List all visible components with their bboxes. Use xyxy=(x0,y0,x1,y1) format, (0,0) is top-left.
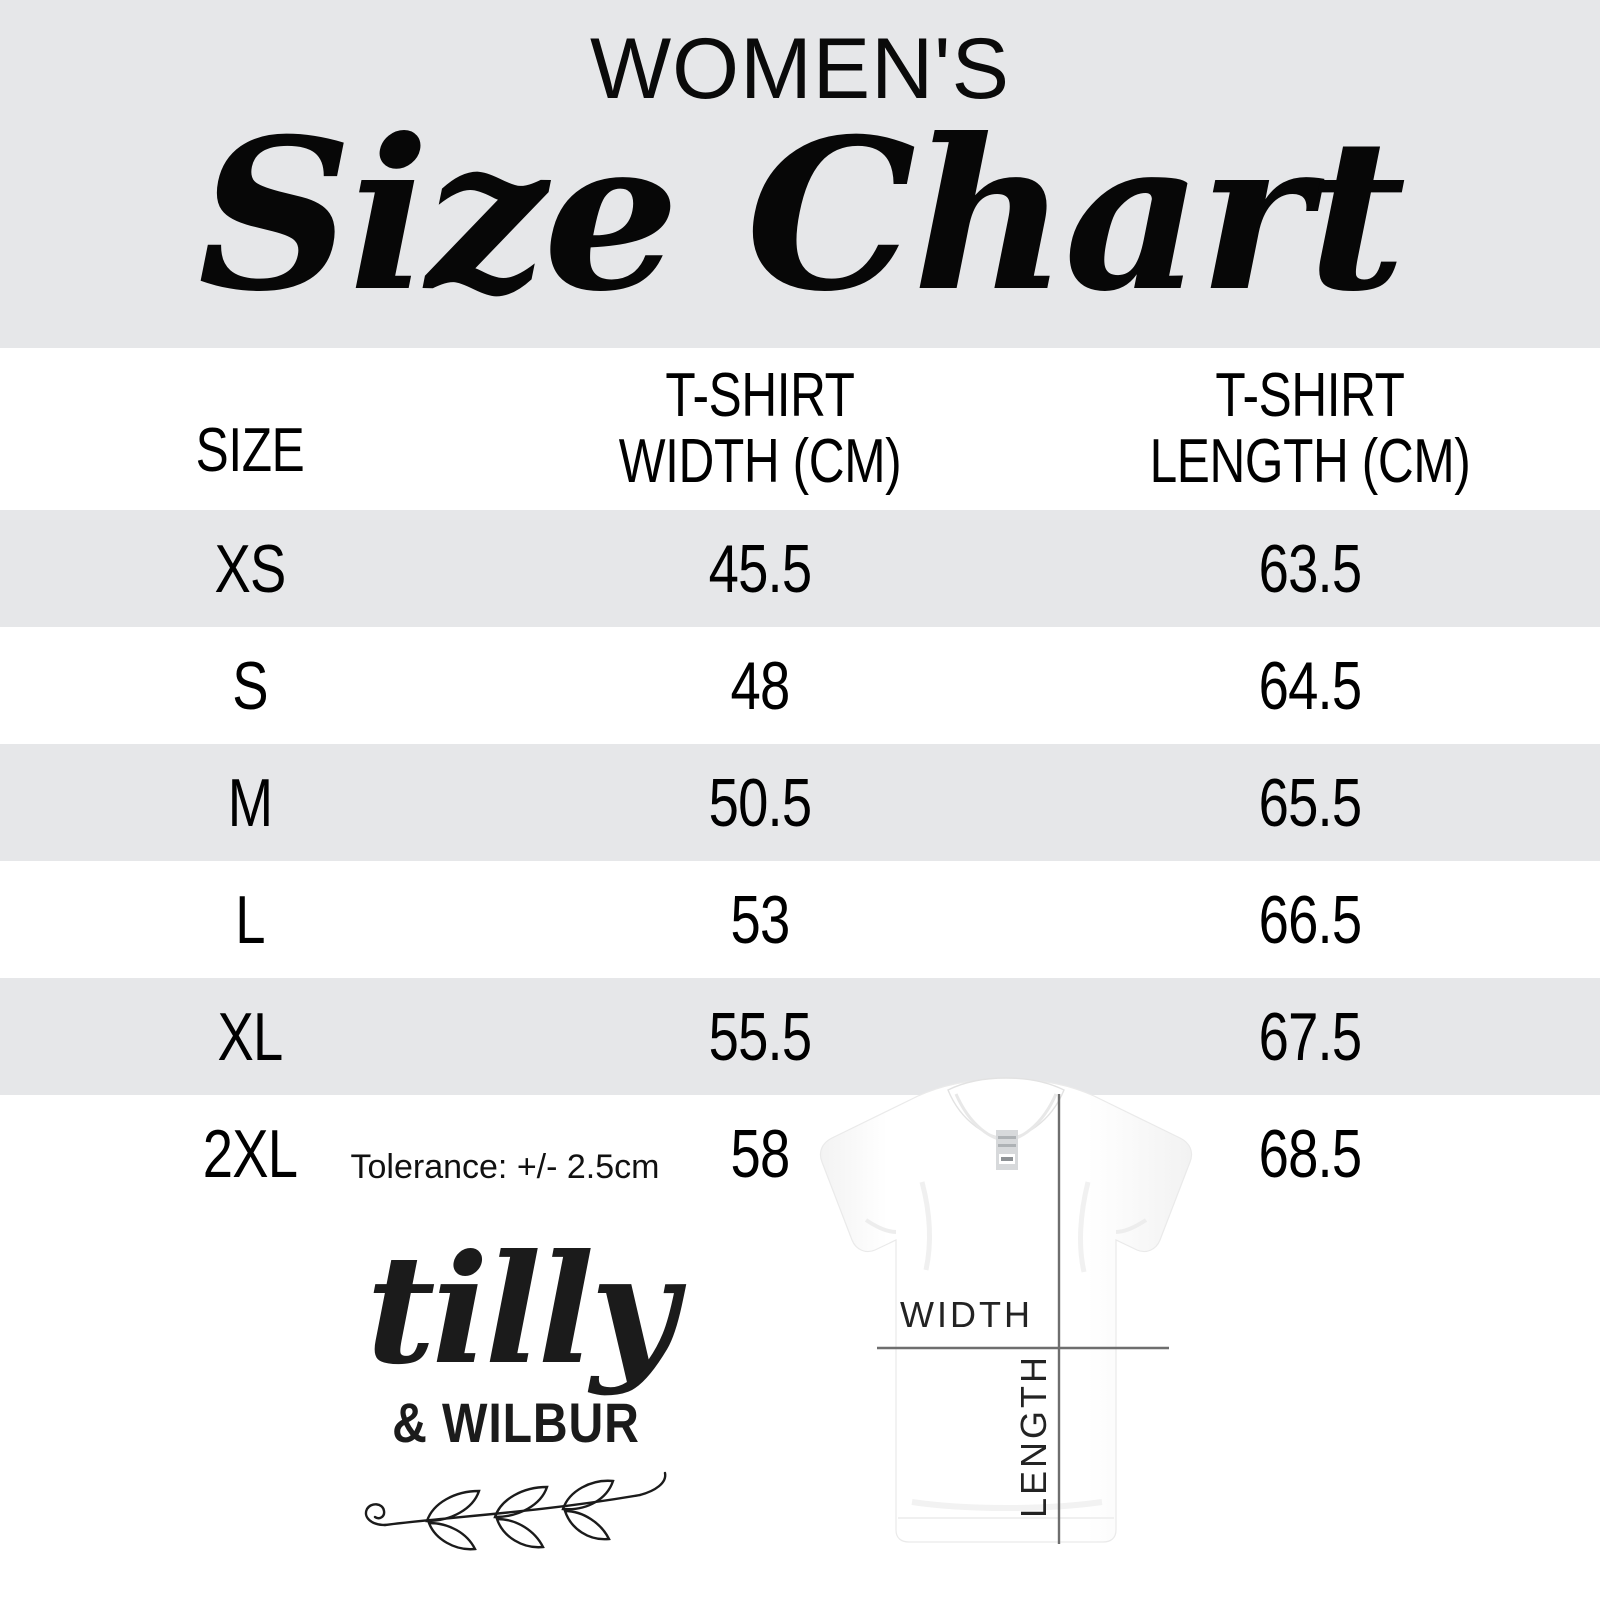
cell-width: 50.5 xyxy=(708,764,812,841)
cell-width: 55.5 xyxy=(708,998,812,1075)
cell-width: 45.5 xyxy=(708,530,812,607)
page-title: Size Chart xyxy=(197,94,1407,338)
column-header-width-line2: WIDTH (CM) xyxy=(618,427,902,496)
column-header-length-line1: T-SHIRT xyxy=(1215,361,1405,431)
cell-size: 2XL xyxy=(202,1115,298,1192)
column-header-width-line1: T-SHIRT xyxy=(665,361,855,431)
table-row: XS 45.5 63.5 xyxy=(0,510,1600,627)
cell-size: L xyxy=(235,881,265,958)
cell-length: 63.5 xyxy=(1258,530,1362,607)
brand-logo: tilly & WILBUR xyxy=(345,1235,695,1555)
table-row: 2XL 58 68.5 xyxy=(0,1095,1600,1212)
brand-logo-script-name: tilly xyxy=(366,1222,677,1398)
neck-label-tag xyxy=(996,1130,1018,1170)
table-row: S 48 64.5 xyxy=(0,627,1600,744)
cell-width: 53 xyxy=(730,881,791,958)
cell-length: 68.5 xyxy=(1258,1115,1362,1192)
table-row: XL 55.5 67.5 xyxy=(0,978,1600,1095)
cell-size: S xyxy=(232,647,268,724)
brand-logo-sub-name: & WILBUR xyxy=(392,1391,640,1454)
tshirt-body xyxy=(819,1077,1193,1543)
cell-size: XL xyxy=(217,998,284,1075)
table-row: L 53 66.5 xyxy=(0,861,1600,978)
cell-width: 58 xyxy=(730,1115,791,1192)
table-body: XS 45.5 63.5 S 48 64.5 M 50.5 65.5 L 53 … xyxy=(0,510,1600,1212)
tolerance-note: Tolerance: +/- 2.5cm xyxy=(350,1148,660,1186)
page-eyebrow-title: WOMEN'S xyxy=(590,21,1010,117)
cell-length: 66.5 xyxy=(1258,881,1362,958)
measurement-lines xyxy=(877,1094,1169,1544)
header-band: WOMEN'S Size Chart xyxy=(0,0,1600,348)
table-header-row: SIZE T-SHIRT WIDTH (CM) T-SHIRT LENGTH (… xyxy=(0,348,1600,510)
cell-size: XS xyxy=(214,530,287,607)
size-chart-table: SIZE T-SHIRT WIDTH (CM) T-SHIRT LENGTH (… xyxy=(0,348,1600,1212)
column-header-size: SIZE xyxy=(50,348,450,510)
length-measure-label: LENGTH xyxy=(1013,1354,1054,1519)
cell-length: 67.5 xyxy=(1258,998,1362,1075)
laurel-branch-icon xyxy=(364,1471,667,1551)
table-header: SIZE T-SHIRT WIDTH (CM) T-SHIRT LENGTH (… xyxy=(0,348,1600,510)
column-header-width: T-SHIRT WIDTH (CM) xyxy=(552,348,968,510)
width-measure-label: WIDTH xyxy=(900,1294,1033,1335)
tshirt-illustration xyxy=(819,1077,1193,1544)
column-header-size-label: SIZE xyxy=(195,416,305,486)
column-header-length-line2: LENGTH (CM) xyxy=(1149,427,1471,496)
cell-size: M xyxy=(227,764,273,841)
cell-length: 65.5 xyxy=(1258,764,1362,841)
tshirt-diagram: WIDTH LENGTH xyxy=(726,1032,1286,1572)
column-header-length: T-SHIRT LENGTH (CM) xyxy=(1078,348,1542,510)
cell-width: 48 xyxy=(730,647,791,724)
table-row: M 50.5 65.5 xyxy=(0,744,1600,861)
cell-length: 64.5 xyxy=(1258,647,1362,724)
